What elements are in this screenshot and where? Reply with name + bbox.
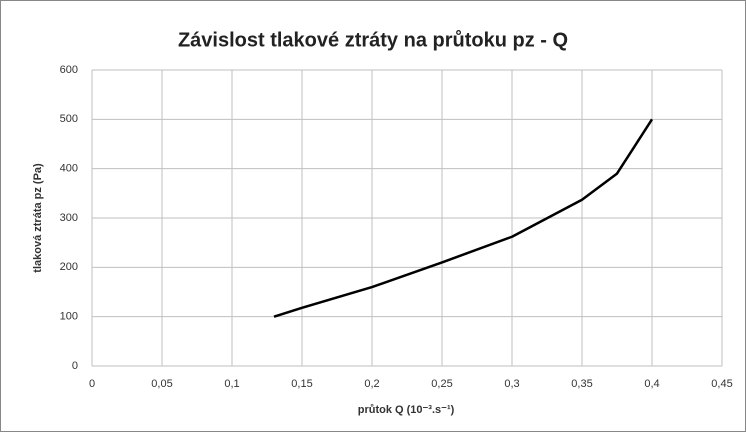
y-tick-label: 200 [60, 261, 78, 273]
x-tick-label: 0,15 [291, 378, 312, 390]
data-line [273, 118, 654, 318]
y-tick-label: 400 [60, 163, 78, 175]
x-tick-label: 0,3 [504, 378, 519, 390]
y-axis-label: tlaková ztráta pz (Pa) [32, 163, 44, 273]
chart-title: Závislost tlakové ztráty na průtoku pz -… [178, 29, 568, 51]
x-axis-label: průtok Q (10⁻³.s⁻¹) [358, 404, 455, 416]
x-tick-label: 0,35 [571, 378, 592, 390]
y-tick-label: 100 [60, 311, 78, 323]
x-tick-label: 0,4 [644, 378, 659, 390]
x-tick-label: 0,05 [151, 378, 172, 390]
y-tick-label: 0 [72, 360, 78, 372]
x-tick-label: 0,45 [711, 378, 732, 390]
y-tick-label: 600 [60, 64, 78, 76]
y-tick-label: 500 [60, 113, 78, 125]
y-tick-label: 300 [60, 212, 78, 224]
x-tick-label: 0,25 [431, 378, 452, 390]
x-tick-label: 0 [89, 378, 95, 390]
x-tick-label: 0,1 [224, 378, 239, 390]
x-tick-label: 0,2 [364, 378, 379, 390]
